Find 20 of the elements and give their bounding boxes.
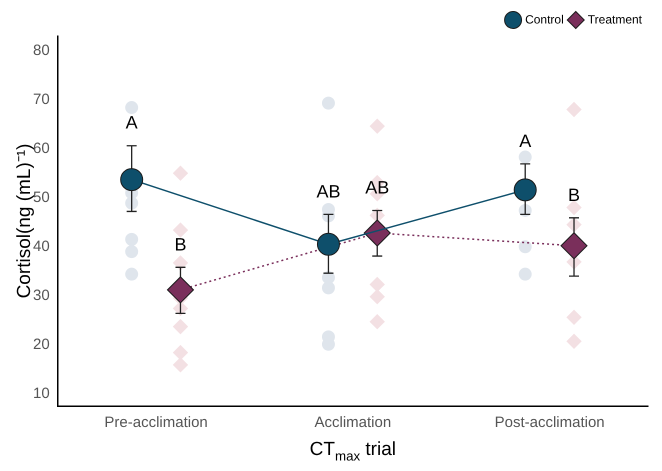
annotation: A <box>519 130 532 151</box>
annotation: A <box>126 112 138 133</box>
y-tick-label: 50 <box>32 188 50 206</box>
annotation: B <box>174 234 186 254</box>
legend-label: Treatment <box>588 12 643 26</box>
y-tick-label: 20 <box>32 336 50 353</box>
x-tick-label: Pre-acclimation <box>104 414 208 432</box>
annotation: AB <box>365 177 390 198</box>
x-tick-label: Post-acclimation <box>494 414 605 432</box>
y-tick-label: 70 <box>32 90 50 108</box>
y-tick-label: 30 <box>32 286 50 304</box>
y-tick-label: 40 <box>32 238 50 255</box>
y-tick-label: 60 <box>32 140 50 157</box>
y-tick-label: 10 <box>32 384 50 402</box>
legend-label: Control <box>525 12 564 26</box>
y-axis-title: Cortisol(ng (mL)⁻¹) <box>14 144 35 298</box>
annotation: AB <box>316 181 340 202</box>
y-tick-label: 80 <box>32 42 50 59</box>
x-tick-label: Acclimation <box>314 414 392 432</box>
annotation: B <box>568 184 580 205</box>
